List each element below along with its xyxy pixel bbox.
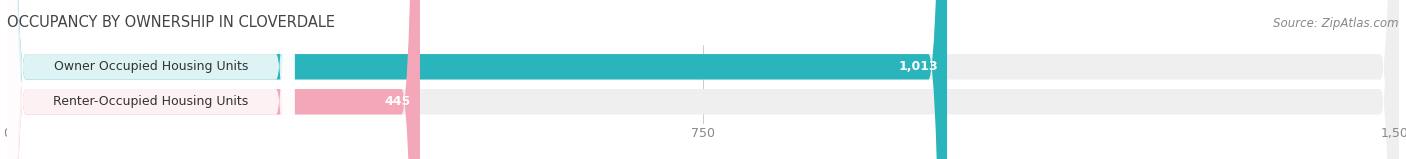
Text: OCCUPANCY BY OWNERSHIP IN CLOVERDALE: OCCUPANCY BY OWNERSHIP IN CLOVERDALE [7, 15, 335, 30]
Text: Source: ZipAtlas.com: Source: ZipAtlas.com [1274, 17, 1399, 30]
FancyBboxPatch shape [7, 0, 1399, 159]
FancyBboxPatch shape [7, 0, 295, 159]
Text: Owner Occupied Housing Units: Owner Occupied Housing Units [53, 60, 247, 73]
FancyBboxPatch shape [7, 0, 295, 159]
Text: 1,013: 1,013 [898, 60, 938, 73]
Text: 445: 445 [384, 95, 411, 108]
Text: Renter-Occupied Housing Units: Renter-Occupied Housing Units [53, 95, 249, 108]
FancyBboxPatch shape [7, 0, 948, 159]
FancyBboxPatch shape [7, 0, 420, 159]
FancyBboxPatch shape [7, 0, 1399, 159]
